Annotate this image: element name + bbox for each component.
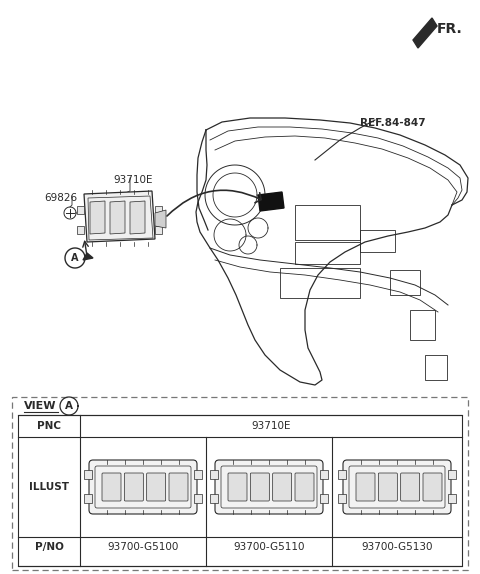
Text: VIEW: VIEW [24,401,57,411]
Polygon shape [84,191,155,242]
FancyBboxPatch shape [273,473,292,501]
FancyBboxPatch shape [378,473,397,501]
Text: 93700-G5110: 93700-G5110 [233,542,305,552]
Bar [210,470,218,479]
FancyBboxPatch shape [295,473,314,501]
Bar [280,268,360,298]
Polygon shape [110,201,125,234]
Bar [448,470,456,479]
Text: 93710E: 93710E [113,175,153,185]
FancyBboxPatch shape [169,473,188,501]
Polygon shape [258,192,284,211]
FancyBboxPatch shape [343,460,451,514]
Bar [12,397,468,570]
Bar [425,355,447,380]
Bar [194,470,202,479]
Polygon shape [413,18,437,48]
Bar [320,494,328,503]
Polygon shape [90,201,105,234]
Bar [155,226,162,234]
Bar [295,242,360,264]
FancyBboxPatch shape [401,473,420,501]
Text: FR.: FR. [437,22,463,36]
Bar [18,415,462,566]
Bar [84,470,92,479]
Bar [410,310,435,340]
FancyBboxPatch shape [215,460,323,514]
Bar [77,226,84,234]
Bar [360,230,395,252]
Text: A: A [71,253,79,263]
FancyBboxPatch shape [423,473,442,501]
Bar [210,494,218,503]
Bar [194,494,202,503]
Bar [448,494,456,503]
Text: 93710E: 93710E [251,421,291,431]
Bar [338,494,346,503]
Bar [77,206,84,214]
FancyBboxPatch shape [89,460,197,514]
Text: 93700-G5130: 93700-G5130 [361,542,433,552]
FancyBboxPatch shape [251,473,269,501]
Polygon shape [130,201,145,234]
FancyBboxPatch shape [228,473,247,501]
Bar [390,270,420,295]
Text: P/NO: P/NO [35,542,63,552]
FancyBboxPatch shape [124,473,144,501]
Polygon shape [155,210,166,228]
Polygon shape [83,253,93,260]
Text: ILLUST: ILLUST [29,482,69,492]
Bar [295,205,360,240]
FancyBboxPatch shape [356,473,375,501]
Text: 69826: 69826 [44,193,77,203]
FancyBboxPatch shape [147,473,166,501]
Text: 93700-G5100: 93700-G5100 [108,542,179,552]
Bar [155,206,162,214]
Text: REF.84-847: REF.84-847 [360,118,426,128]
Bar [84,494,92,503]
FancyBboxPatch shape [102,473,121,501]
Text: PNC: PNC [37,421,61,431]
Text: A: A [65,401,73,411]
Bar [320,470,328,479]
Bar [338,470,346,479]
